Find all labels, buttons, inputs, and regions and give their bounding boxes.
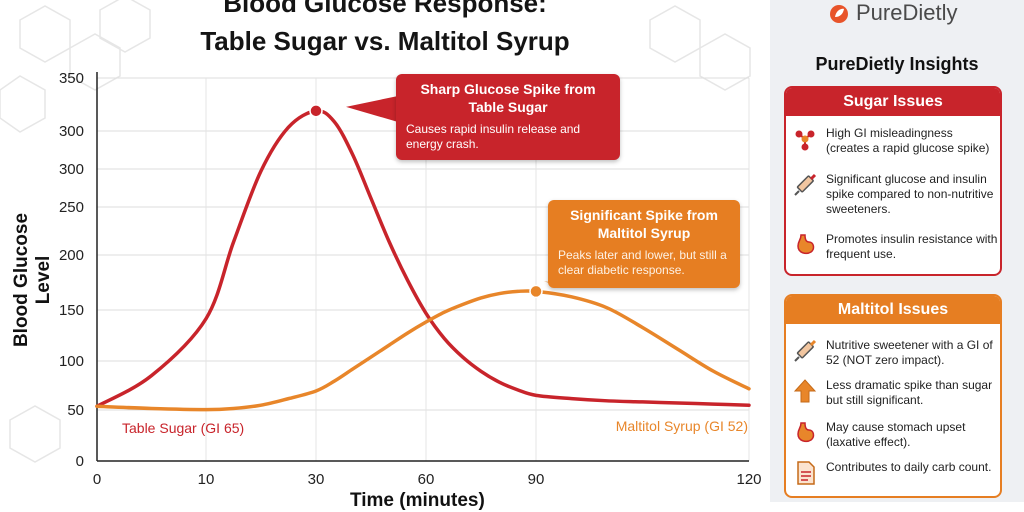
y-tick-label: 300 — [59, 161, 84, 178]
sugar-peak-marker — [309, 104, 323, 118]
sugar-issue-text: Significant glucose and insulin spike co… — [826, 172, 994, 216]
maltitol-issues-title: Maltitol Issues — [786, 296, 1000, 324]
x-tick-label: 30 — [308, 471, 325, 488]
maltitol-peak-marker — [529, 284, 543, 299]
x-axis-title: Time (minutes) — [350, 490, 485, 511]
chart-title-line-1: Blood Glucose Response: — [223, 0, 547, 18]
x-tick-label: 10 — [198, 471, 215, 488]
maltitol-syrup-label: Maltitol Syrup (GI 52) — [616, 418, 748, 434]
sugar-issues-card: Sugar Issues High GI misleadingness (cre… — [784, 86, 1002, 276]
y-tick-label: 0 — [76, 453, 84, 470]
leaf-logo-icon — [830, 5, 848, 23]
sugar-callout-title: Sharp Glucose Spike from Table Sugar — [420, 81, 596, 115]
y-tick-label: 350 — [59, 70, 84, 87]
list-item: Less dramatic spike than sugar but still… — [792, 378, 998, 408]
chart-plot: 0 50 100 150 200 250 300 300 350 0 10 30 60 90 120 Tab… — [59, 70, 762, 488]
sugar-issue-text: High GI misleadingness (creates a rapid … — [826, 126, 990, 155]
x-tick-label: 90 — [528, 471, 545, 488]
list-item: Promotes insulin resistance with frequen… — [792, 232, 998, 262]
stomach-icon — [797, 422, 815, 443]
sugar-callout-pointer — [346, 96, 398, 122]
list-item: May cause stomach upset (laxative effect… — [792, 420, 998, 450]
y-axis-title: Blood Glucose Level — [11, 212, 54, 348]
molecule-icon — [795, 130, 815, 151]
table-sugar-line — [95, 108, 751, 409]
maltitol-callout-title: Significant Spike from Maltitol Syrup — [570, 207, 718, 241]
sugar-issue-text: Promotes insulin resistance with frequen… — [826, 232, 998, 261]
arrow-up-icon — [793, 379, 817, 403]
sugar-spike-callout: Sharp Glucose Spike from Table Sugar Cau… — [396, 74, 620, 160]
maltitol-syrup-line — [95, 289, 751, 412]
maltitol-issue-text: May cause stomach upset (laxative effect… — [826, 420, 966, 449]
y-tick-label: 100 — [59, 353, 84, 370]
chart-title-line-2: Table Sugar vs. Maltitol Syrup — [200, 26, 570, 56]
maltitol-issue-text: Nutritive sweetener with a GI of 52 (NOT… — [826, 338, 993, 367]
stomach-icon — [797, 234, 815, 255]
series-labels: Table Sugar (GI 65) Maltitol Syrup (GI 52… — [122, 418, 748, 436]
brand-name: PureDietly — [856, 0, 958, 25]
list-item: High GI misleadingness (creates a rapid … — [792, 126, 998, 156]
sugar-callout-body: Causes rapid insulin release and energy … — [406, 122, 581, 151]
peak-markers — [309, 104, 543, 299]
hexagon-background — [0, 0, 751, 463]
x-tick-label: 0 — [93, 471, 101, 488]
maltitol-issues-card: Maltitol Issues Nutritive sweetener with… — [784, 294, 1002, 498]
maltitol-callout-body: Peaks later and lower, but still a clear… — [558, 248, 727, 277]
list-item: Significant glucose and insulin spike co… — [792, 172, 998, 217]
y-tick-label: 250 — [59, 199, 84, 216]
table-sugar-label: Table Sugar (GI 65) — [122, 420, 244, 436]
maltitol-issue-text: Contributes to daily carb count. — [826, 460, 992, 474]
y-tick-label: 200 — [59, 247, 84, 264]
series-lines — [95, 108, 751, 412]
list-item: Contributes to daily carb count. — [792, 460, 998, 486]
insights-heading: PureDietly Insights — [815, 54, 979, 74]
y-tick-label: 150 — [59, 302, 84, 319]
maltitol-spike-callout: Significant Spike from Maltitol Syrup Pe… — [548, 200, 740, 288]
axes — [96, 72, 749, 462]
x-tick-label: 60 — [418, 471, 435, 488]
syringe-icon — [794, 339, 817, 362]
y-tick-label: 50 — [67, 402, 84, 419]
y-tick-label: 300 — [59, 123, 84, 140]
document-icon — [797, 461, 815, 485]
list-item: Nutritive sweetener with a GI of 52 (NOT… — [792, 338, 998, 368]
x-tick-label: 120 — [736, 471, 761, 488]
tick-labels: 0 50 100 150 200 250 300 300 350 0 10 30 60 90 120 — [59, 70, 762, 488]
brand-logo: PureDietly — [828, 0, 957, 26]
syringe-icon — [794, 173, 817, 196]
sugar-issues-title: Sugar Issues — [786, 88, 1000, 116]
maltitol-issue-text: Less dramatic spike than sugar but still… — [826, 378, 993, 407]
